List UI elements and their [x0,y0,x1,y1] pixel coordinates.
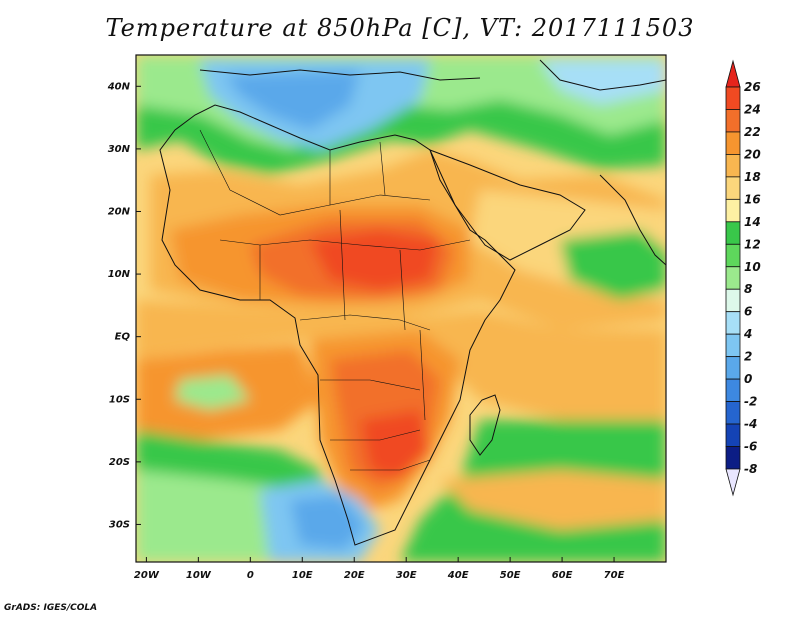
colorbar-min-triangle [725,468,741,497]
colorbar-segment [725,266,741,290]
colorbar-label: -4 [744,417,757,431]
lon-tick-label: 50E [500,570,521,581]
europe-coastline [199,69,481,81]
map-title: Temperature at 850hPa [C], VT: 201711150… [105,14,695,42]
lon-tick-label: 10E [292,570,313,581]
africa-coastline [159,104,516,546]
plot-frame [135,54,667,563]
colorbar-label: 20 [744,147,761,161]
credit-label: GrADS: IGES/COLA [4,603,98,613]
colorbar-label: 24 [744,102,761,116]
longitude-axis: 20W 10W 0 10E 20E 30E 40E 50E 60E 70E [134,557,625,581]
lon-tick-label: 20W [134,570,160,581]
colorbar-segment [725,131,741,155]
colorbar-label: 26 [744,80,761,94]
colorbar-segment [725,356,741,380]
colorbar-max-triangle [725,59,741,88]
lat-tick-label: 20N [108,206,131,217]
colorbar-segment [725,154,741,178]
lon-tick-label: 0 [247,570,254,581]
colorbar-label: 16 [744,192,761,206]
lat-tick-label: 40N [107,81,131,92]
coastlines [159,59,667,546]
colorbar-segment [725,311,741,335]
colorbar-segment [725,446,741,470]
colorbar-segment [725,109,741,133]
colorbar-label: 18 [744,170,761,184]
colorbar-segment [725,378,741,402]
temperature-field [136,55,666,562]
madagascar-coastline [469,394,501,456]
country-borders [199,129,471,471]
colorbar-label: 2 [744,350,752,364]
lon-tick-label: 10W [186,570,212,581]
colorbar-segment [725,288,741,313]
lon-tick-label: 40E [447,570,469,581]
latitude-axis: 40N 30N 20N 10N EQ 10S 20S 30S [107,81,141,530]
colorbar-label: 8 [744,282,752,296]
lat-tick-label: 10S [109,394,130,405]
colorbar-label: 4 [743,327,752,341]
colorbar-label: 6 [744,305,752,319]
colorbar-segment [725,198,741,223]
lon-tick-label: 30E [396,570,417,581]
asia-coastline [539,59,667,91]
colorbar-segment [725,176,741,200]
colorbar-segment [725,243,741,268]
colorbar-label: 0 [744,372,752,386]
colorbar-segment [725,86,741,110]
lon-tick-label: 70E [604,570,625,581]
lat-tick-label: 30N [108,144,131,155]
colorbar-segment [725,221,741,245]
lon-tick-label: 20E [344,570,365,581]
colorbar-label: 22 [744,125,761,139]
lat-tick-label: EQ [115,332,131,343]
colorbar-segment [725,333,741,358]
lat-tick-label: 10N [108,269,131,280]
colorbar-label: 14 [744,215,761,229]
colorbar-label: 12 [744,237,761,251]
lat-tick-label: 20S [109,457,130,468]
colorbar-label: -2 [744,395,757,409]
colorbar-label: 10 [744,260,761,274]
colorbar-label: -8 [744,462,757,476]
lon-tick-label: 60E [552,570,573,581]
colorbar-segment [725,423,741,447]
arabia-coastline [429,149,586,261]
colorbar-label: -6 [744,440,757,454]
india-coastline [599,174,667,266]
lat-tick-label: 30S [109,519,130,530]
colorbar-segment [725,401,741,425]
